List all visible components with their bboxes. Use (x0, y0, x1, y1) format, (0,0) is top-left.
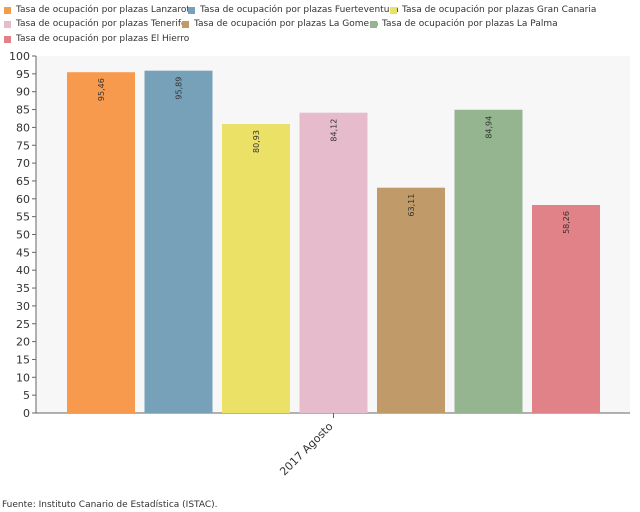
y-tick-label: 65 (16, 175, 30, 188)
y-tick-label: 85 (16, 104, 30, 117)
source-note: Fuente: Instituto Canario de Estadística… (2, 500, 218, 510)
bar (144, 70, 213, 413)
bar (222, 124, 290, 414)
legend-item[interactable]: Tasa de ocupación por plazas La Palma (370, 19, 558, 29)
data-label: 80,93 (252, 130, 261, 153)
data-label: 95,46 (97, 78, 106, 101)
data-label: 63,11 (407, 194, 416, 217)
y-tick-label: 60 (16, 193, 30, 206)
y-tick-label: 35 (16, 282, 30, 295)
bar (299, 112, 368, 414)
legend-item[interactable]: Tasa de ocupación por plazas El Hierro (4, 34, 189, 44)
y-tick-label: 40 (16, 264, 30, 277)
chart-legend: Tasa de ocupación por plazas Lanzarote Ta… (0, 0, 640, 48)
legend-swatch (390, 6, 397, 14)
y-tick-label: 20 (16, 336, 30, 349)
legend-label: Tasa de ocupación por plazas Gran Canari… (402, 5, 597, 15)
y-tick-label: 10 (16, 371, 30, 384)
legend-swatch (188, 6, 195, 14)
y-tick-label: 100 (9, 50, 30, 63)
legend-label: Tasa de ocupación por plazas Fuerteventu… (200, 5, 399, 15)
legend-label: Tasa de ocupación por plazas Lanzarote (16, 5, 196, 15)
y-tick-label: 95 (16, 68, 30, 81)
bar (67, 72, 135, 414)
y-tick-label: 25 (16, 318, 30, 331)
y-tick-label: 70 (16, 157, 30, 170)
data-label: 95,89 (175, 77, 184, 100)
bar (532, 205, 600, 413)
data-label: 58,26 (562, 211, 571, 234)
y-tick-label: 55 (16, 211, 30, 224)
legend-label: Tasa de ocupación por plazas La Gomera (194, 19, 379, 29)
legend-item[interactable]: Tasa de ocupación por plazas Gran Canari… (390, 5, 596, 15)
data-label: 84,94 (485, 116, 494, 139)
bar (454, 109, 523, 414)
y-tick-label: 80 (16, 121, 30, 134)
legend-swatch (4, 20, 11, 28)
y-tick-label: 90 (16, 86, 30, 99)
legend-label: Tasa de ocupación por plazas Tenerife (16, 19, 187, 29)
legend-label: Tasa de ocupación por plazas La Palma (382, 19, 558, 29)
data-label: 84,12 (330, 119, 339, 142)
legend-swatch (4, 6, 11, 14)
y-tick-label: 30 (16, 300, 30, 313)
legend-item[interactable]: Tasa de ocupación por plazas Fuerteventu… (188, 5, 399, 15)
y-tick-label: 45 (16, 246, 30, 259)
legend-item[interactable]: Tasa de ocupación por plazas Tenerife (4, 19, 187, 29)
y-tick-label: 15 (16, 353, 30, 366)
bar (377, 187, 445, 413)
y-tick-label: 75 (16, 139, 30, 152)
legend-item[interactable]: Tasa de ocupación por plazas Lanzarote (4, 5, 195, 15)
legend-label: Tasa de ocupación por plazas El Hierro (16, 34, 190, 44)
legend-swatch (370, 20, 377, 28)
x-tick-label: 2017 Agosto (277, 420, 336, 479)
legend-swatch (4, 35, 11, 43)
y-tick-label: 0 (23, 407, 30, 420)
y-tick-label: 50 (16, 229, 30, 242)
y-tick-label: 5 (23, 389, 30, 402)
legend-swatch (182, 20, 189, 28)
legend-item[interactable]: Tasa de ocupación por plazas La Gomera (182, 19, 378, 29)
